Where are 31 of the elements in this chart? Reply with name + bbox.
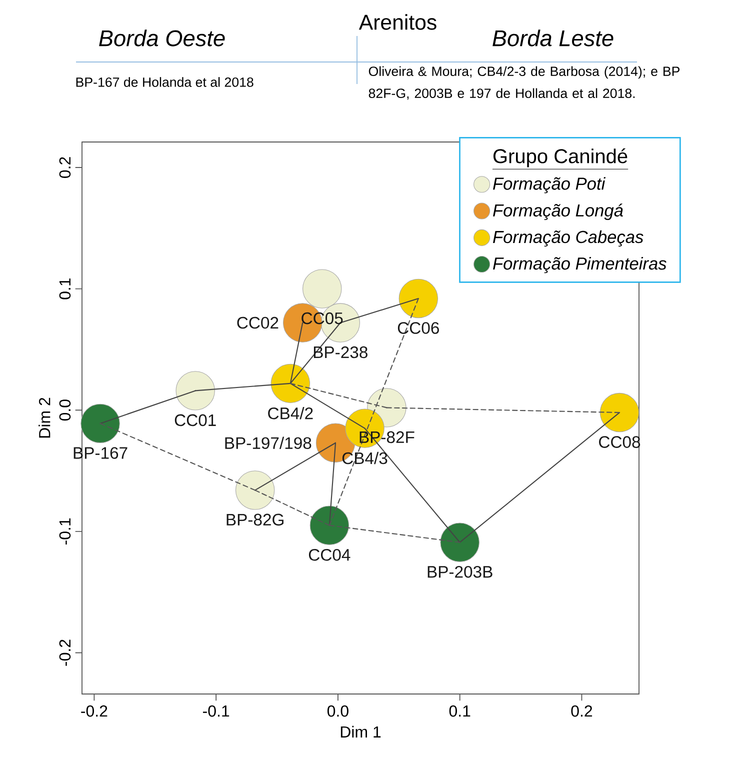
- legend-title: Grupo Canindé: [493, 148, 628, 168]
- annotation: BP-82G: [226, 514, 284, 526]
- y-tick-label: 0.0: [59, 400, 71, 421]
- text: BP-167 de Holanda et al 2018: [76, 77, 254, 87]
- x-tick-label: 0.0: [327, 705, 348, 717]
- annotation: CC01: [174, 414, 216, 426]
- text: Borda Leste: [492, 30, 614, 46]
- annotation: CB4/3: [342, 452, 388, 464]
- text: Oliveira & Moura; CB4/2-3 de Barbosa (2014); e BP 82F-G, 2003B e 197 de Hollanda et al 2018.: [368, 66, 680, 100]
- annotation: CB4/2: [268, 407, 313, 420]
- annotation: CC06: [398, 322, 439, 334]
- x-tick-label: 0.1: [449, 705, 470, 717]
- y-tick-label: -0.2: [59, 640, 71, 666]
- chart-title: Arenitos: [358, 14, 436, 30]
- x-tick-label: -0.2: [81, 705, 108, 717]
- legend-label: Formação Pimenteiras: [493, 256, 666, 274]
- x-tick-label: 0.2: [571, 705, 592, 717]
- y-tick-label: -0.1: [59, 518, 71, 545]
- text: Borda Oeste: [99, 30, 225, 46]
- legend-label: Formação Cabeças: [493, 230, 644, 247]
- y-tick-label: 0.2: [59, 157, 71, 178]
- annotation: BP-203B: [428, 566, 492, 578]
- annotation: BP-197/198: [225, 436, 312, 449]
- legend-label: Formação Poti: [493, 177, 606, 194]
- annotation: CC04: [308, 548, 350, 561]
- annotation: CC02: [237, 316, 278, 329]
- y-axis-title: Dim 2: [38, 398, 50, 438]
- y-tick-label: 0.1: [59, 278, 71, 300]
- x-axis-title: Dim 1: [340, 726, 381, 738]
- legend-label: Formação Longá: [493, 204, 623, 220]
- x-tick-label: -0.1: [202, 705, 230, 717]
